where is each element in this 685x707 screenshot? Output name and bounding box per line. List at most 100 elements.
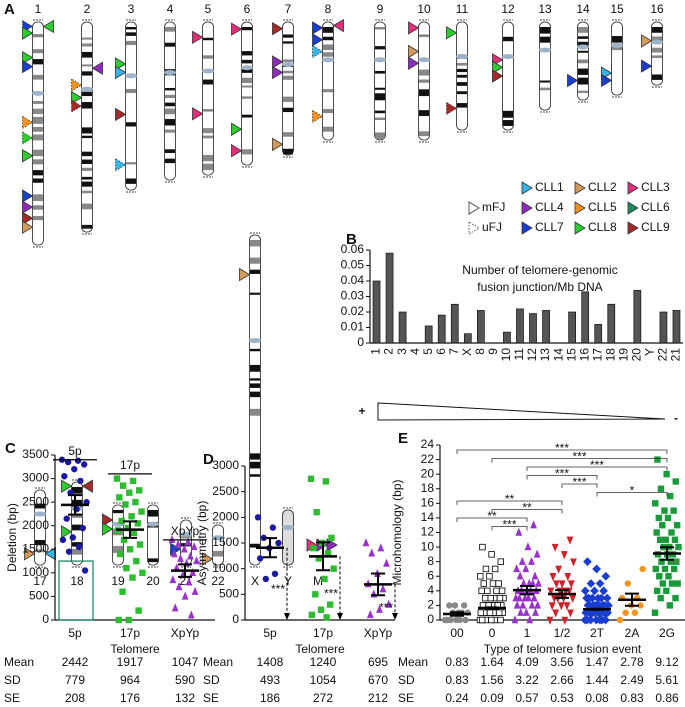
data-point [495, 580, 502, 587]
x-tick-label: 5p [263, 626, 277, 640]
data-point [180, 544, 188, 553]
band [419, 69, 429, 76]
panel-label: E [398, 430, 408, 447]
bar [607, 303, 616, 344]
band [33, 194, 43, 202]
data-point [69, 534, 77, 541]
chromosome [32, 19, 44, 248]
data-point [122, 501, 129, 508]
data-point [674, 580, 681, 587]
band [540, 27, 550, 34]
band [72, 513, 82, 518]
bar [424, 325, 433, 344]
significance-label: ** [487, 509, 497, 523]
centromere [212, 535, 224, 541]
data-point [661, 507, 668, 514]
data-point [590, 586, 599, 596]
data-point [175, 582, 183, 591]
fusion-marker [91, 61, 103, 75]
band [33, 134, 43, 141]
y-tick-label: 4 [427, 583, 434, 597]
data-point [672, 594, 679, 602]
x-tick-label: 13 [538, 348, 552, 362]
data-point [115, 616, 122, 624]
band [33, 108, 43, 115]
data-point [65, 548, 73, 555]
data-point [512, 593, 520, 602]
fusion-marker [408, 44, 420, 59]
y-tick-label: 24 [421, 437, 435, 451]
band [82, 71, 92, 76]
chromosome-body [164, 21, 176, 181]
data-point [639, 565, 646, 573]
data-point [601, 608, 611, 618]
bar [529, 313, 537, 344]
band [250, 461, 260, 469]
band [165, 129, 175, 133]
data-point [139, 569, 146, 577]
data-point [126, 546, 134, 553]
band [33, 100, 43, 104]
data-point [548, 602, 556, 611]
data-point [321, 575, 328, 583]
fusion-marker [408, 56, 420, 71]
data-point [113, 475, 121, 482]
band [323, 52, 333, 57]
fusion-marker [192, 107, 204, 121]
data-point [496, 594, 504, 602]
table-value: 0.83 [620, 691, 644, 705]
data-point [534, 600, 542, 609]
fusion-marker [312, 32, 324, 47]
table-value: 132 [175, 691, 195, 705]
data-point [652, 565, 660, 573]
band [72, 487, 82, 494]
legend-label: CLL3 [641, 180, 670, 194]
table-value: 3.22 [515, 673, 539, 687]
fusion-marker [574, 201, 586, 215]
data-point [460, 602, 468, 609]
band [203, 55, 213, 59]
data-point [549, 573, 557, 582]
data-point [453, 616, 460, 624]
chromosome-label: 9 [377, 2, 384, 16]
data-point [446, 602, 453, 609]
legend-label: CLL8 [588, 220, 617, 234]
y-tick-label: 3000 [22, 471, 49, 485]
data-point [322, 478, 330, 485]
fusion-marker [446, 101, 458, 116]
table-value: 272 [313, 691, 333, 705]
chart-title: Number of telomere-genomic [462, 263, 617, 277]
data-point [497, 616, 504, 624]
centromere [456, 54, 468, 60]
data-point [317, 606, 325, 613]
band [165, 27, 175, 32]
x-tick-label: 16 [577, 348, 591, 362]
band [283, 70, 293, 74]
band [652, 36, 662, 42]
band [419, 110, 429, 116]
significance-label: *** [572, 450, 586, 464]
data-point [655, 514, 662, 522]
table-value: 9.12 [655, 655, 679, 669]
x-tick-label: 12 [525, 348, 539, 362]
band [578, 77, 588, 85]
bar [633, 289, 642, 344]
y-tick-label: 2000 [22, 518, 49, 532]
data-point [376, 604, 383, 613]
band [375, 93, 385, 101]
band [242, 68, 252, 73]
gradient-wedge [377, 402, 666, 421]
y-tick-label: 0.06 [341, 242, 365, 256]
band [203, 135, 213, 139]
data-point [599, 586, 608, 596]
data-point [75, 543, 83, 551]
band [323, 27, 333, 33]
data-point [187, 610, 195, 619]
data-point [486, 609, 494, 616]
bar [659, 311, 668, 344]
data-point [670, 507, 677, 514]
y-tick-label: 0 [42, 612, 49, 626]
chromosome-label: 18 [70, 574, 84, 588]
data-point [561, 616, 569, 625]
band [250, 292, 260, 295]
